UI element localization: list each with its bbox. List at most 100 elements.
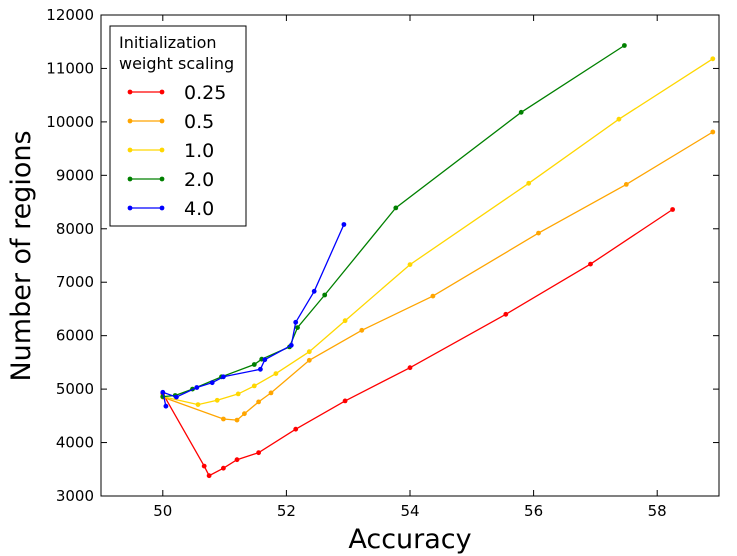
data-point <box>393 205 399 211</box>
data-point <box>623 182 629 187</box>
legend: Initialization weight scaling 0.25 0.5 1.0… <box>109 25 247 227</box>
y-tick-label: 9000 <box>56 166 94 184</box>
data-point <box>235 391 241 397</box>
legend-marker <box>159 205 165 211</box>
data-point <box>256 399 261 405</box>
series-layer <box>160 43 716 479</box>
y-axis-title: Number of regions <box>6 130 37 381</box>
data-point <box>526 180 532 186</box>
data-point <box>221 416 226 422</box>
x-tick-label: 54 <box>400 502 419 520</box>
data-point <box>209 380 215 386</box>
data-point <box>221 374 226 380</box>
data-point <box>536 230 541 236</box>
data-point <box>242 411 247 417</box>
data-point <box>359 327 365 333</box>
data-point <box>710 129 716 135</box>
data-point <box>234 417 240 423</box>
data-point <box>430 293 436 299</box>
legend-entry-1.0: 1.0 <box>127 140 214 162</box>
x-tick-label: 56 <box>524 502 543 520</box>
data-point <box>251 383 257 389</box>
series-line-4.0 <box>161 224 345 407</box>
data-point <box>268 390 274 396</box>
legend-marker <box>159 147 165 153</box>
y-tick-label: 4000 <box>56 434 94 452</box>
series-1.0 <box>160 56 716 407</box>
data-point <box>293 319 299 325</box>
y-tick-label: 3000 <box>56 487 94 505</box>
legend-label: 0.25 <box>184 82 226 104</box>
data-point <box>214 397 220 403</box>
data-point <box>407 365 413 371</box>
legend-entry-2.0: 2.0 <box>127 169 214 191</box>
data-point <box>221 465 226 471</box>
x-tick-label: 50 <box>153 502 172 520</box>
y-tick-label: 6000 <box>56 327 94 345</box>
legend-entry-0.25: 0.25 <box>127 82 226 104</box>
data-point <box>195 402 201 407</box>
legend-label: 1.0 <box>184 140 214 162</box>
y-tick-label: 5000 <box>56 380 94 398</box>
data-point <box>194 385 200 390</box>
data-point <box>588 261 593 267</box>
data-point <box>293 426 299 432</box>
data-point <box>306 349 312 355</box>
series-4.0 <box>160 222 347 409</box>
legend-marker <box>127 118 133 124</box>
legend-box <box>109 25 247 227</box>
y-tick-label: 12000 <box>46 6 94 24</box>
legend-marker <box>127 205 133 211</box>
x-tick-label: 58 <box>648 502 667 520</box>
legend-label: 4.0 <box>184 198 214 220</box>
data-point <box>322 292 328 298</box>
data-point <box>616 116 622 122</box>
legend-entry-0.5: 0.5 <box>127 111 214 133</box>
data-point <box>407 262 413 267</box>
data-point <box>174 394 179 400</box>
data-point <box>518 109 524 115</box>
series-line-0.25 <box>162 208 673 477</box>
data-point <box>163 403 169 409</box>
data-point <box>273 371 279 376</box>
data-point <box>258 366 263 372</box>
data-point <box>306 357 312 363</box>
data-point <box>295 325 300 330</box>
legend-label: 2.0 <box>184 169 214 191</box>
series-0.25 <box>160 207 675 479</box>
legend-title-line2: weight scaling <box>119 54 234 73</box>
data-point <box>256 450 261 456</box>
data-point <box>234 457 240 463</box>
axis-ticks: 50 52 54 56 58 3000 4000 5000 6000 7000 8000 9000 10… <box>46 6 719 520</box>
series-line-1.0 <box>162 58 714 406</box>
legend-marker <box>127 147 133 153</box>
y-tick-label: 11000 <box>46 59 94 77</box>
data-point <box>342 318 348 324</box>
data-point <box>262 357 268 363</box>
data-point <box>160 389 166 395</box>
data-point <box>311 288 317 294</box>
legend-label: 0.5 <box>184 111 214 133</box>
data-point <box>341 222 347 227</box>
data-point <box>201 463 207 469</box>
data-point <box>251 362 257 367</box>
legend-marker <box>127 89 133 95</box>
x-axis-title: Accuracy <box>348 524 471 555</box>
data-point <box>206 473 212 479</box>
legend-marker <box>159 89 165 95</box>
legend-entries: 0.25 0.5 1.0 2.0 4.0 <box>127 82 226 220</box>
data-point <box>288 342 294 348</box>
data-point <box>622 43 627 48</box>
y-tick-label: 10000 <box>46 113 94 131</box>
legend-title-line1: Initialization <box>119 33 217 52</box>
y-tick-label: 8000 <box>56 220 94 238</box>
data-point <box>342 398 348 404</box>
legend-marker <box>159 118 165 124</box>
legend-marker <box>127 176 133 182</box>
data-point <box>710 56 716 62</box>
y-tick-label: 7000 <box>56 273 94 291</box>
legend-marker <box>159 176 165 182</box>
legend-entry-4.0: 4.0 <box>127 198 214 220</box>
